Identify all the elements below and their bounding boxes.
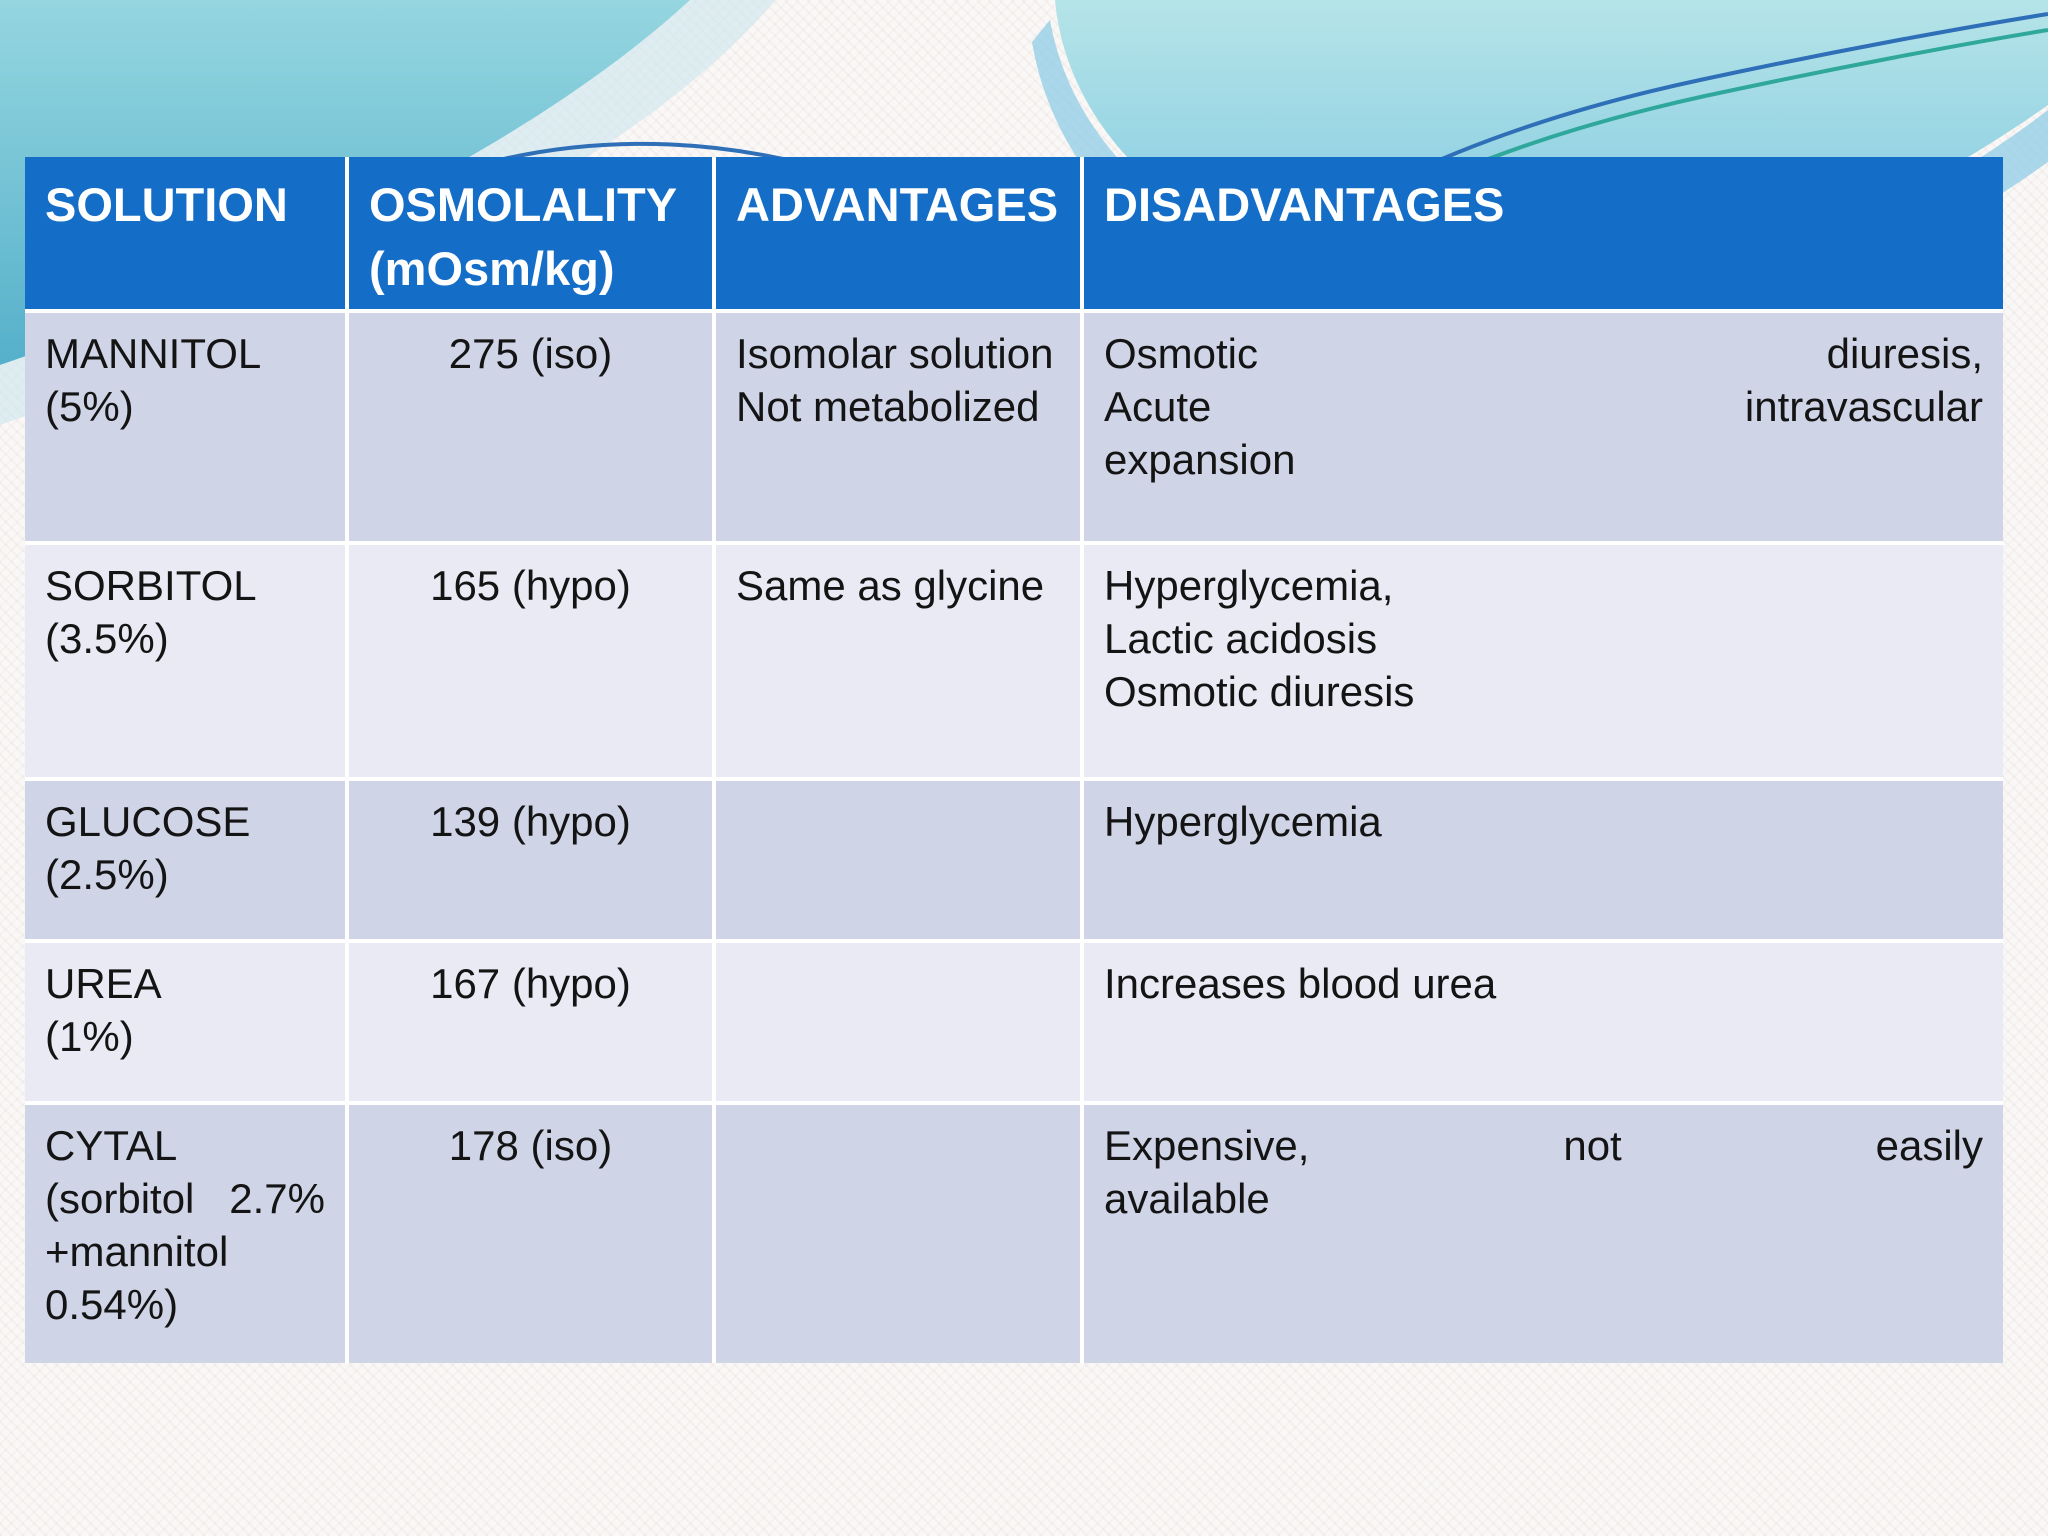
header-cell-solution: SOLUTION (25, 157, 345, 309)
cell-r5-solution: CYTAL (sorbitol 2.7% +mannitol 0.54%) (25, 1105, 345, 1363)
cell-r3-disadvantages: Hyperglycemia (1084, 781, 2003, 939)
cell-r3-advantages (716, 781, 1080, 939)
cell-r2-solution: SORBITOL (3.5%) (25, 545, 345, 777)
header-cell-osmolality: OSMOLALITY (mOsm/kg) (349, 157, 712, 309)
cell-r1-osmolality: 275 (iso) (349, 313, 712, 541)
solutions-comparison-table: SOLUTION OSMOLALITY (mOsm/kg) ADVANTAGES … (25, 157, 2003, 1363)
header-cell-advantages: ADVANTAGES (716, 157, 1080, 309)
cell-r2-disadvantages: Hyperglycemia, Lactic acidosis Osmotic diu… (1084, 545, 2003, 777)
cell-r2-osmolality: 165 (hypo) (349, 545, 712, 777)
cell-r5-osmolality: 178 (iso) (349, 1105, 712, 1363)
cell-r1-advantages: Isomolar solution Not metabolized (716, 313, 1080, 541)
cell-r4-osmolality: 167 (hypo) (349, 943, 712, 1101)
cell-r5-disadvantages: Expensive, not easily available (1084, 1105, 2003, 1363)
cell-r2-advantages: Same as glycine (716, 545, 1080, 777)
cell-r5-advantages (716, 1105, 1080, 1363)
header-cell-disadvantages: DISADVANTAGES (1084, 157, 2003, 309)
cell-r4-advantages (716, 943, 1080, 1101)
cell-r1-solution: MANNITOL (5%) (25, 313, 345, 541)
cell-r3-solution: GLUCOSE (2.5%) (25, 781, 345, 939)
cell-r1-disadvantages: Osmotic diuresis, Acute intravascular expa… (1084, 313, 2003, 541)
cell-r4-solution: UREA (1%) (25, 943, 345, 1101)
cell-r4-disadvantages: Increases blood urea (1084, 943, 2003, 1101)
cell-r3-osmolality: 139 (hypo) (349, 781, 712, 939)
